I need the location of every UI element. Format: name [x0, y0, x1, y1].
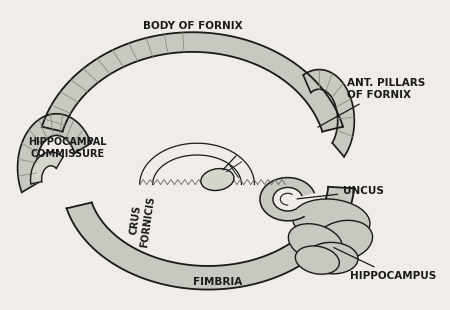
Polygon shape	[18, 114, 91, 192]
Text: HIPPOCAMPAL
COMMISSURE: HIPPOCAMPAL COMMISSURE	[28, 137, 107, 159]
Polygon shape	[42, 32, 343, 131]
Text: BODY OF FORNIX: BODY OF FORNIX	[143, 21, 242, 31]
Polygon shape	[303, 69, 354, 157]
Text: FIMBRIA: FIMBRIA	[193, 277, 242, 287]
Ellipse shape	[295, 246, 339, 274]
Ellipse shape	[306, 242, 358, 274]
Ellipse shape	[201, 169, 234, 191]
Polygon shape	[31, 152, 63, 184]
Polygon shape	[67, 187, 354, 290]
Text: ANT. PILLARS
OF FORNIX: ANT. PILLARS OF FORNIX	[318, 78, 425, 127]
Text: CRUS
FORNICIS: CRUS FORNICIS	[127, 194, 156, 248]
Text: UNCUS: UNCUS	[297, 186, 384, 199]
Text: HIPPOCAMPUS: HIPPOCAMPUS	[334, 247, 436, 281]
Ellipse shape	[292, 199, 370, 243]
Ellipse shape	[314, 220, 373, 260]
Polygon shape	[260, 178, 314, 221]
Ellipse shape	[288, 224, 342, 261]
